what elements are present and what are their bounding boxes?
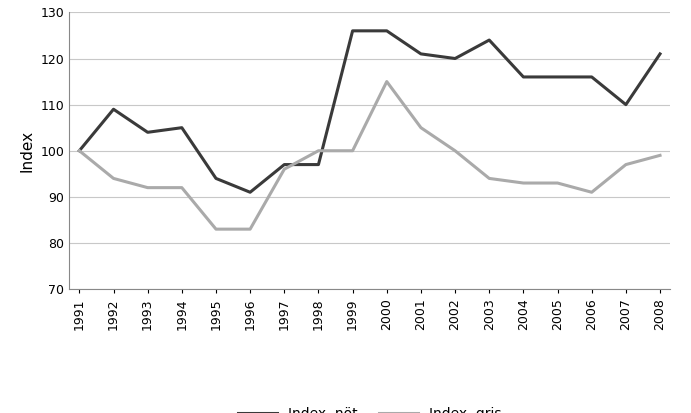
- Line: Index, nöt: Index, nöt: [79, 31, 660, 192]
- Index, nöt: [246, 190, 254, 195]
- Index, nöt: [109, 107, 117, 112]
- Index, nöt: [553, 74, 562, 79]
- Line: Index, gris: Index, gris: [79, 81, 660, 229]
- Index, nöt: [144, 130, 152, 135]
- Index, gris: [178, 185, 186, 190]
- Index, gris: [383, 79, 391, 84]
- Index, gris: [485, 176, 493, 181]
- Index, nöt: [178, 125, 186, 130]
- Index, gris: [109, 176, 117, 181]
- Legend: Index, nöt, Index, gris: Index, nöt, Index, gris: [233, 401, 507, 413]
- Index, nöt: [451, 56, 460, 61]
- Index, gris: [622, 162, 630, 167]
- Y-axis label: Index: Index: [20, 130, 35, 172]
- Index, nöt: [519, 74, 527, 79]
- Index, gris: [417, 125, 425, 130]
- Index, gris: [519, 180, 527, 185]
- Index, gris: [212, 227, 220, 232]
- Index, gris: [75, 148, 84, 153]
- Index, gris: [553, 180, 562, 185]
- Index, nöt: [622, 102, 630, 107]
- Index, nöt: [485, 38, 493, 43]
- Index, nöt: [280, 162, 288, 167]
- Index, gris: [587, 190, 596, 195]
- Index, gris: [280, 167, 288, 172]
- Index, nöt: [348, 28, 357, 33]
- Index, gris: [246, 227, 254, 232]
- Index, nöt: [212, 176, 220, 181]
- Index, nöt: [417, 51, 425, 56]
- Index, gris: [656, 153, 664, 158]
- Index, gris: [451, 148, 460, 153]
- Index, nöt: [75, 148, 84, 153]
- Index, gris: [348, 148, 357, 153]
- Index, nöt: [383, 28, 391, 33]
- Index, gris: [314, 148, 323, 153]
- Index, gris: [144, 185, 152, 190]
- Index, nöt: [587, 74, 596, 79]
- Index, nöt: [656, 51, 664, 56]
- Index, nöt: [314, 162, 323, 167]
